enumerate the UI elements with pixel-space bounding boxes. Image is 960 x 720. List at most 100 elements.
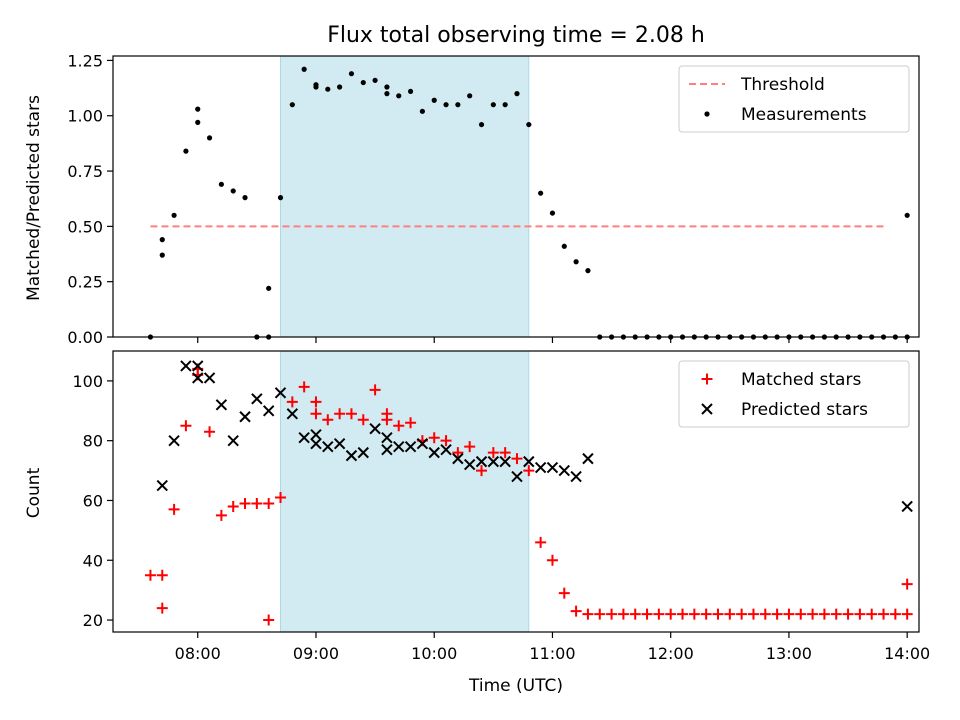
data-point xyxy=(901,578,913,590)
legend-box xyxy=(678,65,910,133)
observing-interval-band xyxy=(280,56,529,337)
data-point xyxy=(159,237,165,243)
data-point xyxy=(192,360,204,372)
data-point xyxy=(665,608,677,620)
observing-interval-band xyxy=(280,351,529,632)
data-point xyxy=(467,93,473,99)
data-point xyxy=(156,479,168,492)
data-point xyxy=(405,417,417,429)
y-tick-label: 0.50 xyxy=(67,217,103,236)
data-point xyxy=(523,455,535,468)
data-point xyxy=(310,437,322,450)
x-tick-label: 13:00 xyxy=(766,644,812,663)
data-point xyxy=(230,188,236,194)
data-point xyxy=(301,66,307,72)
y-tick-label: 40 xyxy=(83,551,103,570)
bottom-axes-frame xyxy=(112,350,920,633)
data-point xyxy=(443,102,449,108)
data-point xyxy=(206,135,213,141)
data-point xyxy=(416,437,429,450)
data-point xyxy=(215,399,228,411)
data-point xyxy=(440,443,452,456)
data-point xyxy=(262,405,275,417)
data-point xyxy=(325,86,331,92)
data-point xyxy=(549,210,556,216)
data-point xyxy=(783,608,795,620)
data-point xyxy=(195,106,201,112)
data-point xyxy=(266,285,272,291)
series-predicted-stars xyxy=(156,360,913,513)
data-point xyxy=(546,461,559,474)
data-point xyxy=(478,121,485,128)
data-point xyxy=(263,497,275,509)
data-point xyxy=(310,428,322,441)
data-point xyxy=(345,449,358,462)
data-point xyxy=(168,434,180,447)
y-tick-label: 0.75 xyxy=(67,162,103,181)
data-point xyxy=(878,608,890,620)
x-tick-label: 08:00 xyxy=(175,644,221,663)
data-point xyxy=(641,608,653,620)
data-point xyxy=(476,465,488,477)
data-point xyxy=(384,84,390,90)
data-point xyxy=(195,119,201,125)
data-point xyxy=(452,447,464,459)
data-point xyxy=(747,608,759,620)
data-point xyxy=(396,93,402,99)
data-point xyxy=(192,372,204,384)
data-point xyxy=(901,608,913,620)
data-point xyxy=(345,408,357,420)
bottom-legend: Matched stars Predicted stars xyxy=(678,360,910,428)
data-point xyxy=(487,447,499,459)
data-point xyxy=(180,360,192,372)
data-point xyxy=(337,84,343,90)
data-point xyxy=(144,569,156,581)
data-point xyxy=(487,455,500,468)
data-point xyxy=(428,432,440,444)
data-point xyxy=(561,243,567,249)
x-axis-label: Time (UTC) xyxy=(468,676,563,696)
data-point xyxy=(842,608,854,620)
y-tick-label: 60 xyxy=(83,491,103,510)
data-point xyxy=(795,608,807,620)
data-point xyxy=(384,91,390,97)
data-point xyxy=(526,121,532,128)
data-point xyxy=(404,440,417,453)
data-point xyxy=(393,420,405,432)
data-point xyxy=(381,431,393,444)
legend-swatch xyxy=(704,111,710,117)
data-point xyxy=(204,426,216,438)
top-legend: Threshold Measurements xyxy=(678,65,910,133)
data-point xyxy=(585,268,591,274)
y-tick-label: 1.00 xyxy=(67,107,103,126)
data-point xyxy=(298,381,310,393)
data-point xyxy=(171,212,177,218)
data-point xyxy=(455,102,461,108)
data-point xyxy=(475,455,488,468)
data-point xyxy=(712,608,724,620)
y-tick-label: 80 xyxy=(83,432,103,451)
legend-box xyxy=(678,360,910,428)
data-point xyxy=(688,608,700,620)
data-point xyxy=(369,384,381,396)
y-tick-label: 0.00 xyxy=(67,328,103,347)
data-point xyxy=(227,500,239,512)
data-point xyxy=(251,497,263,509)
data-point xyxy=(333,437,346,450)
data-point xyxy=(570,605,582,617)
data-point xyxy=(546,554,558,566)
data-point xyxy=(313,82,319,88)
data-point xyxy=(381,443,393,456)
data-point xyxy=(463,458,476,471)
data-point xyxy=(381,414,393,426)
data-point xyxy=(511,470,523,483)
data-point xyxy=(570,470,582,483)
data-point xyxy=(582,452,594,465)
legend-swatch xyxy=(701,373,713,385)
y-tick-label: 100 xyxy=(72,372,103,391)
data-point xyxy=(558,587,570,599)
data-point xyxy=(251,393,263,405)
data-point xyxy=(263,614,275,626)
y-tick-label: 20 xyxy=(83,611,103,630)
